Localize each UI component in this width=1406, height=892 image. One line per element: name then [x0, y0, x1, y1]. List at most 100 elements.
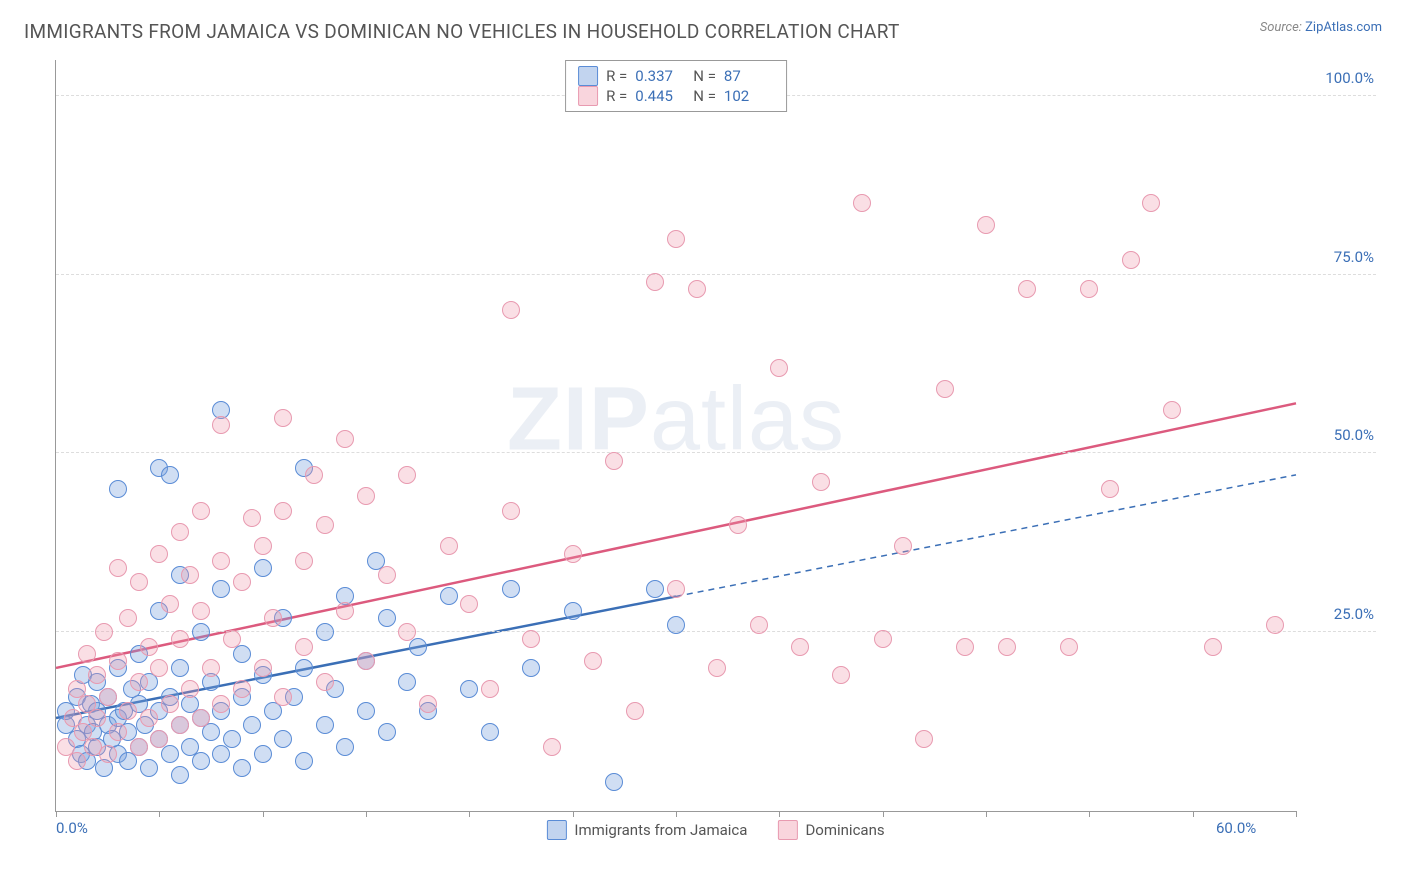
data-point-dominican	[1163, 401, 1181, 419]
x-tick	[263, 811, 264, 817]
data-point-dominican	[192, 502, 210, 520]
x-tick	[986, 811, 987, 817]
data-point-jamaica	[481, 723, 499, 741]
data-point-dominican	[1080, 280, 1098, 298]
legend-item-jamaica: Immigrants from Jamaica	[546, 820, 747, 840]
chart-header: IMMIGRANTS FROM JAMAICA VS DOMINICAN NO …	[0, 0, 1406, 43]
n-value: 102	[724, 87, 774, 105]
data-point-jamaica	[460, 680, 478, 698]
data-point-dominican	[998, 638, 1016, 656]
y-tick-label: 50.0%	[1334, 426, 1374, 444]
data-point-jamaica	[295, 752, 313, 770]
data-point-jamaica	[274, 730, 292, 748]
data-point-dominican	[295, 552, 313, 570]
data-point-dominican	[254, 537, 272, 555]
data-point-jamaica	[171, 659, 189, 677]
x-tick	[676, 811, 677, 817]
data-point-dominican	[233, 680, 251, 698]
data-point-jamaica	[646, 580, 664, 598]
data-point-dominican	[502, 301, 520, 319]
data-point-jamaica	[522, 659, 540, 677]
data-point-dominican	[460, 595, 478, 613]
y-tick-label: 25.0%	[1334, 605, 1374, 623]
data-point-dominican	[119, 702, 137, 720]
data-point-dominican	[667, 580, 685, 598]
data-point-dominican	[171, 523, 189, 541]
x-tick	[883, 811, 884, 817]
data-point-dominican	[440, 537, 458, 555]
data-point-dominican	[212, 695, 230, 713]
source-prefix: Source:	[1260, 20, 1305, 35]
data-point-dominican	[243, 509, 261, 527]
data-point-dominican	[522, 630, 540, 648]
data-point-dominican	[274, 688, 292, 706]
n-label: N =	[693, 87, 716, 105]
data-point-dominican	[99, 745, 117, 763]
data-point-dominican	[88, 709, 106, 727]
source-link[interactable]: ZipAtlas.com	[1305, 20, 1382, 35]
data-point-dominican	[171, 630, 189, 648]
data-point-jamaica	[254, 559, 272, 577]
data-point-dominican	[915, 730, 933, 748]
gridline-h	[56, 631, 1376, 632]
data-point-dominican	[316, 673, 334, 691]
data-point-dominican	[832, 666, 850, 684]
data-point-dominican	[295, 638, 313, 656]
data-point-dominican	[140, 638, 158, 656]
data-point-jamaica	[502, 580, 520, 598]
swatch-pink-icon	[777, 820, 797, 840]
chart-title: IMMIGRANTS FROM JAMAICA VS DOMINICAN NO …	[24, 20, 900, 43]
x-tick	[1296, 811, 1297, 817]
data-point-dominican	[977, 216, 995, 234]
data-point-dominican	[956, 638, 974, 656]
data-point-dominican	[254, 659, 272, 677]
data-point-jamaica	[192, 752, 210, 770]
data-point-jamaica	[378, 723, 396, 741]
data-point-dominican	[894, 537, 912, 555]
data-point-jamaica	[357, 702, 375, 720]
data-point-dominican	[936, 380, 954, 398]
x-tick	[573, 811, 574, 817]
x-tick	[366, 811, 367, 817]
data-point-dominican	[605, 452, 623, 470]
data-point-jamaica	[254, 745, 272, 763]
data-point-dominican	[481, 680, 499, 698]
x-tick	[56, 811, 57, 817]
data-point-dominican	[770, 359, 788, 377]
data-point-jamaica	[378, 609, 396, 627]
legend-item-dominican: Dominicans	[777, 820, 884, 840]
data-point-dominican	[130, 673, 148, 691]
data-point-dominican	[688, 280, 706, 298]
data-point-dominican	[192, 602, 210, 620]
data-point-dominican	[1142, 194, 1160, 212]
data-point-jamaica	[109, 480, 127, 498]
data-point-jamaica	[161, 466, 179, 484]
data-point-dominican	[130, 573, 148, 591]
x-tick	[159, 811, 160, 817]
data-point-dominican	[274, 409, 292, 427]
data-point-jamaica	[667, 616, 685, 634]
swatch-blue-icon	[578, 66, 598, 86]
data-point-dominican	[1122, 251, 1140, 269]
data-point-jamaica	[171, 766, 189, 784]
data-point-jamaica	[223, 730, 241, 748]
x-tick-label: 0.0%	[56, 819, 88, 837]
x-tick	[1089, 811, 1090, 817]
r-value: 0.445	[635, 87, 685, 105]
data-point-dominican	[1266, 616, 1284, 634]
data-point-dominican	[161, 695, 179, 713]
data-point-dominican	[150, 730, 168, 748]
correlation-chart: No Vehicles in Household ZIPatlas R = 0.…	[55, 60, 1376, 842]
data-point-dominican	[99, 688, 117, 706]
data-point-dominican	[223, 630, 241, 648]
x-tick	[1193, 811, 1194, 817]
data-point-jamaica	[192, 623, 210, 641]
data-point-dominican	[357, 487, 375, 505]
data-point-dominican	[181, 680, 199, 698]
data-point-dominican	[171, 716, 189, 734]
data-point-dominican	[316, 516, 334, 534]
data-point-dominican	[1204, 638, 1222, 656]
data-point-dominican	[233, 573, 251, 591]
data-point-dominican	[419, 695, 437, 713]
data-point-dominican	[564, 545, 582, 563]
